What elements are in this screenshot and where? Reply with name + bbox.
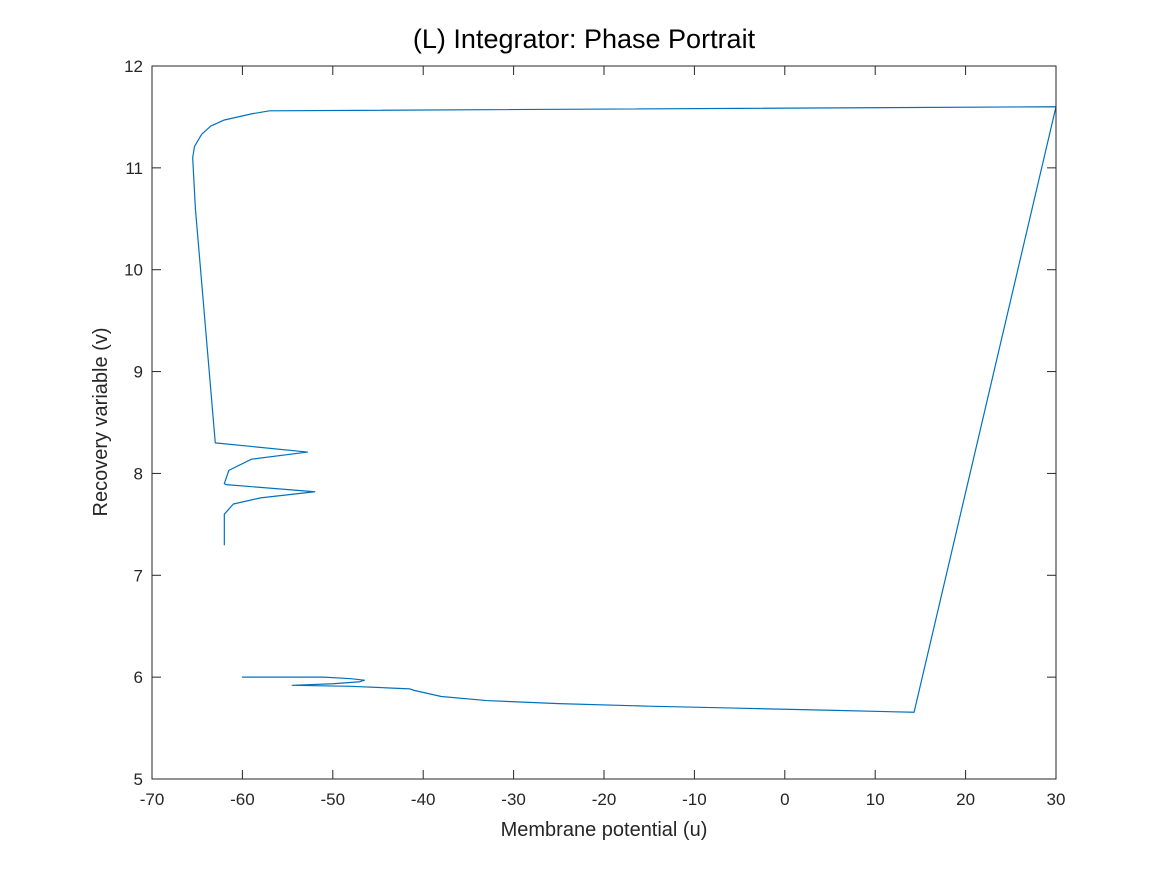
x-tick-label: 10 (866, 790, 885, 809)
x-tick-label: 20 (956, 790, 975, 809)
y-tick-label: 10 (124, 261, 143, 280)
axis-ticks (151, 65, 1057, 780)
plot-frame (151, 65, 1057, 780)
x-tick-label: -50 (321, 790, 346, 809)
x-tick-label: 0 (780, 790, 789, 809)
x-tick-label: -30 (501, 790, 526, 809)
y-tick-label: 9 (134, 363, 143, 382)
x-tick-label: 30 (1047, 790, 1066, 809)
y-axis-label: Recovery variable (v) (90, 328, 112, 517)
tick-labels: -70 -60 -50 -40 -30 -20 -10 0 10 20 30 5 6 7 8 9 10 11 12 (124, 57, 1065, 809)
x-tick-label: -20 (592, 790, 617, 809)
x-tick-label: -10 (682, 790, 707, 809)
x-tick-label: -60 (230, 790, 255, 809)
y-tick-label: 11 (125, 159, 143, 178)
y-tick-label: 5 (134, 770, 143, 789)
chart-title: (L) Integrator: Phase Portrait (413, 24, 756, 54)
phase-trajectory-line (192, 106, 1057, 713)
x-axis-label: Membrane potential (u) (501, 819, 708, 841)
y-tick-label: 6 (134, 668, 143, 687)
y-tick-label: 12 (124, 57, 143, 76)
x-tick-label: -40 (411, 790, 436, 809)
x-tick-label: -70 (140, 790, 165, 809)
y-tick-label: 7 (134, 566, 143, 585)
y-tick-label: 8 (134, 464, 143, 483)
